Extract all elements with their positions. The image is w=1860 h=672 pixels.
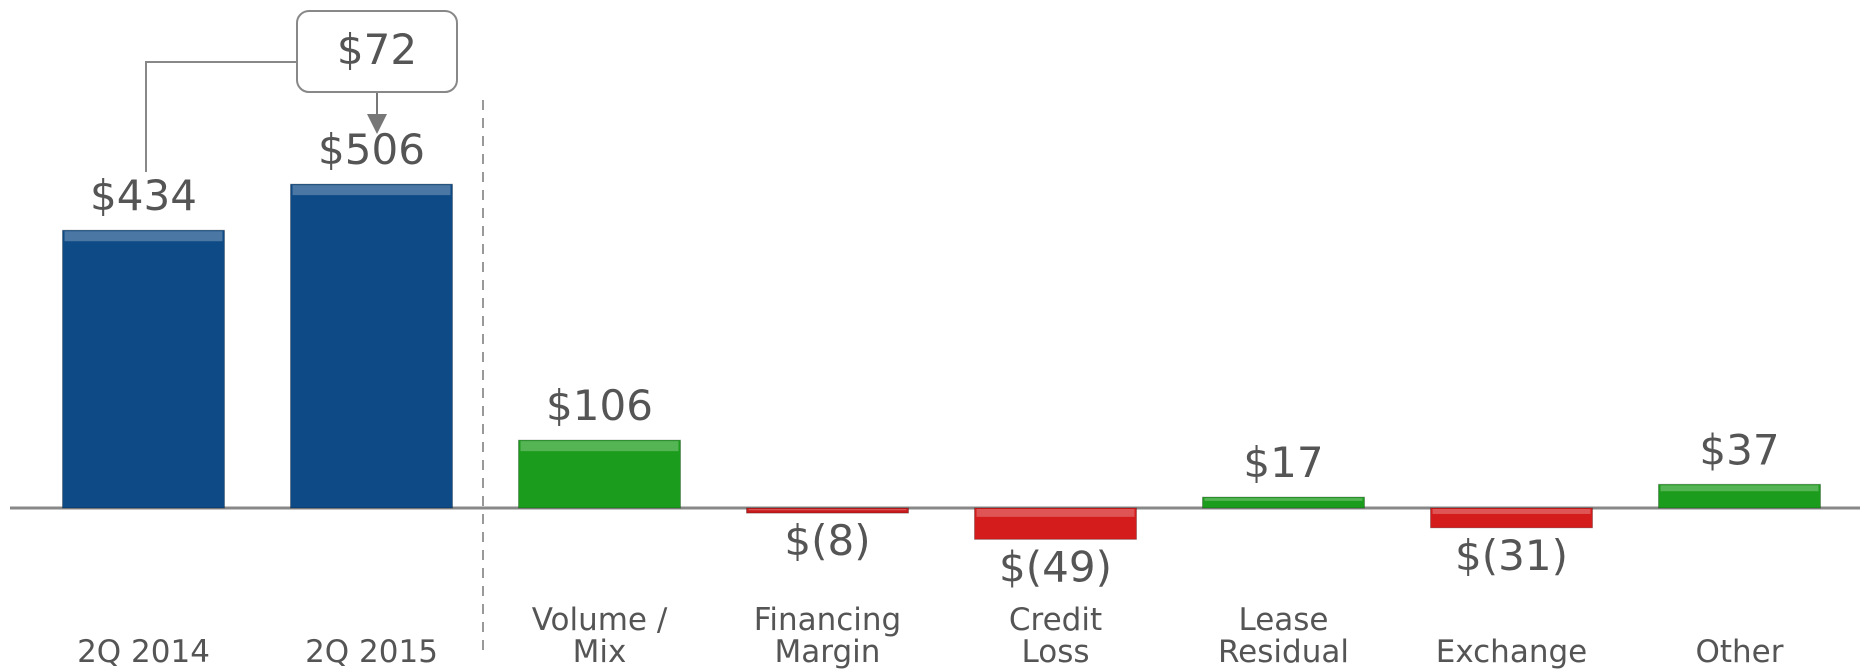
x-tick-label: Credit Loss: [1008, 602, 1103, 670]
value-label: $434: [90, 171, 197, 220]
value-label: $506: [318, 125, 425, 174]
x-tick-label: 2Q 2014: [77, 634, 210, 670]
bar: [746, 507, 909, 514]
x-tick-label: Financing Margin: [753, 602, 902, 670]
bar-highlight: [976, 509, 1135, 517]
bar-highlight: [520, 441, 679, 452]
bar-highlight: [748, 509, 907, 511]
bar: [1658, 483, 1821, 509]
x-tick-label: Volume / Mix: [531, 602, 668, 670]
bar: [1430, 507, 1593, 529]
bar-highlight: [64, 231, 223, 242]
bar: [1202, 496, 1365, 509]
bar-highlight: [1204, 498, 1363, 501]
value-label: $(49): [999, 542, 1112, 591]
callout-text: $72: [337, 25, 417, 74]
x-tick-label: 2Q 2015: [305, 634, 438, 670]
bar: [290, 183, 453, 509]
x-tick-label: Lease Residual: [1218, 602, 1349, 670]
bar: [62, 229, 225, 509]
bar-highlight: [1432, 509, 1591, 514]
bar: [974, 507, 1137, 540]
value-label: $37: [1699, 425, 1779, 474]
value-label: $(31): [1455, 531, 1568, 580]
value-label: $106: [546, 381, 653, 430]
bar: [518, 439, 681, 509]
bar-highlight: [292, 185, 451, 196]
bar-highlight: [1660, 485, 1819, 492]
callout-box: [296, 10, 458, 93]
x-tick-label: Exchange: [1435, 634, 1588, 670]
callout-line: [145, 61, 297, 172]
value-label: $(8): [784, 516, 870, 565]
value-label: $17: [1243, 438, 1323, 487]
x-tick-label: Other: [1695, 634, 1784, 670]
